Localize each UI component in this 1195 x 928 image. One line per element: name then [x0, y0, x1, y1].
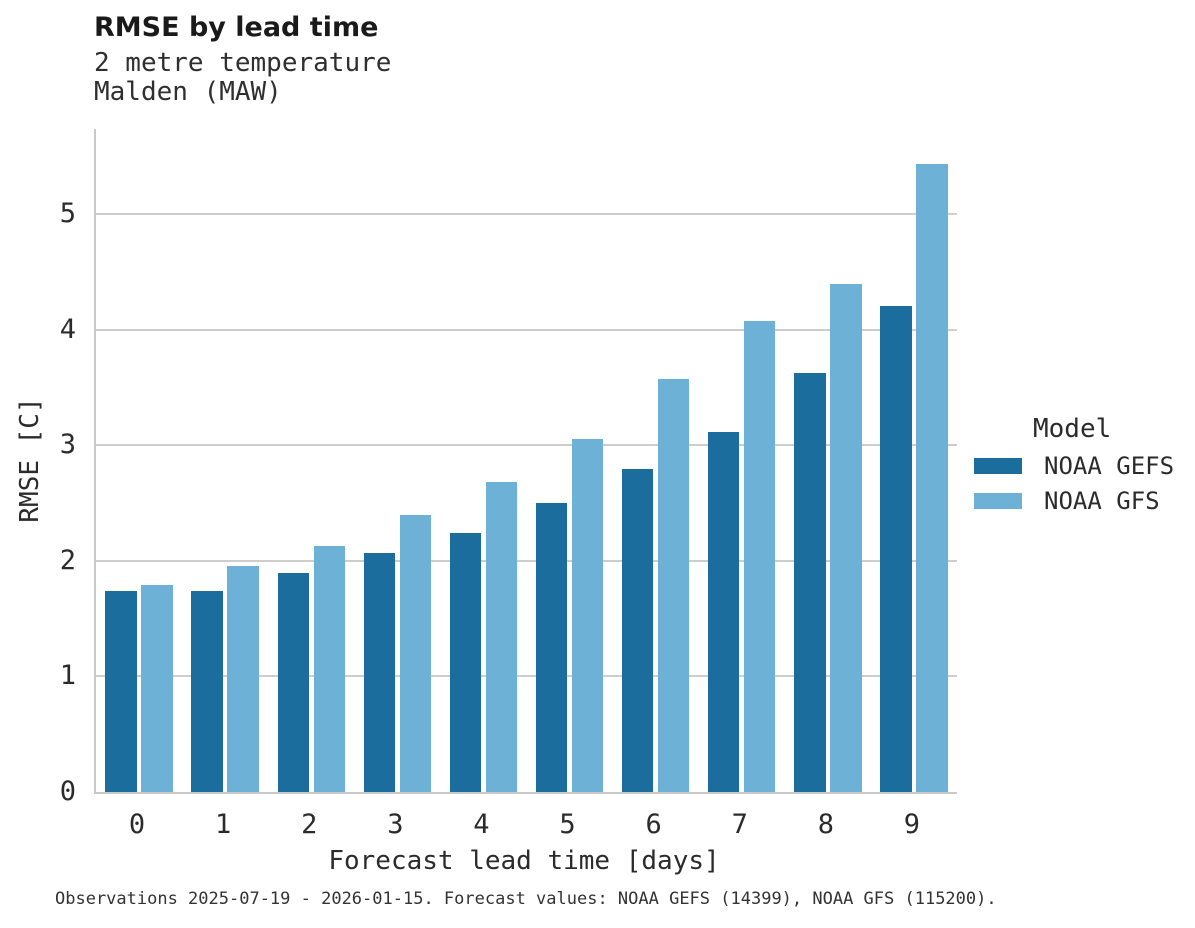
legend-swatch-icon — [974, 458, 1022, 474]
gridline — [96, 444, 957, 447]
subtitle-line-2: Malden (MAW) — [94, 77, 282, 107]
bar-noaa-gfs — [657, 378, 690, 792]
gridline — [96, 213, 957, 216]
bar-noaa-gfs — [485, 482, 518, 792]
x-tick-label: 9 — [903, 809, 921, 840]
bar-noaa-gfs — [313, 545, 345, 792]
legend-item-label: NOAA GFS — [1044, 487, 1160, 515]
bar-noaa-gefs — [535, 503, 568, 792]
bar-noaa-gefs — [191, 591, 223, 792]
legend-item-label: NOAA GEFS — [1044, 452, 1175, 480]
bar-noaa-gfs — [399, 514, 432, 792]
bar-noaa-gefs — [105, 591, 137, 792]
x-tick-label: 4 — [473, 809, 490, 840]
gridline — [96, 559, 957, 562]
y-tick-label: 1 — [59, 660, 76, 692]
y-tick-label: 5 — [59, 198, 76, 230]
gridline — [96, 328, 957, 331]
bar-noaa-gefs — [880, 305, 912, 792]
x-tick-label: 5 — [559, 809, 576, 840]
bar-noaa-gfs — [830, 283, 862, 792]
bar-noaa-gefs — [708, 431, 740, 792]
bar-noaa-gefs — [794, 372, 826, 792]
bar-noaa-gfs — [227, 565, 259, 792]
x-axis-title: Forecast lead time [days] — [328, 846, 720, 876]
bar-noaa-gefs — [449, 533, 482, 792]
bar-noaa-gefs — [621, 468, 654, 792]
bar-noaa-gfs — [744, 320, 776, 792]
bar-noaa-gfs — [141, 585, 173, 792]
bar-noaa-gfs — [916, 163, 948, 792]
y-tick-label: 0 — [59, 776, 76, 807]
x-tick-label: 2 — [301, 809, 318, 840]
x-tick-label: 0 — [128, 809, 146, 840]
y-axis-title: RMSE [C] — [15, 397, 45, 523]
chart-title: RMSE by lead time — [94, 12, 379, 43]
x-tick-label: 3 — [387, 809, 404, 840]
y-tick-label: 3 — [59, 429, 76, 461]
bar-noaa-gfs — [571, 438, 604, 792]
legend-title: Model — [1033, 414, 1112, 444]
gridline — [96, 675, 957, 678]
legend-swatch-icon — [974, 493, 1022, 509]
chart-subtitle: 2 metre temperature Malden (MAW) — [94, 49, 391, 107]
subtitle-line-1: 2 metre temperature — [94, 48, 392, 78]
x-tick-label: 1 — [215, 809, 232, 840]
y-tick-label: 4 — [59, 313, 76, 345]
bar-noaa-gefs — [277, 572, 309, 792]
y-tick-label: 2 — [59, 544, 76, 576]
bar-noaa-gefs — [363, 552, 396, 792]
x-tick-label: 7 — [731, 809, 748, 840]
x-tick-label: 8 — [817, 809, 834, 840]
plot-area — [94, 129, 957, 794]
caption: Observations 2025-07-19 - 2026-01-15. Fo… — [55, 889, 997, 909]
x-tick-label: 6 — [645, 809, 662, 840]
